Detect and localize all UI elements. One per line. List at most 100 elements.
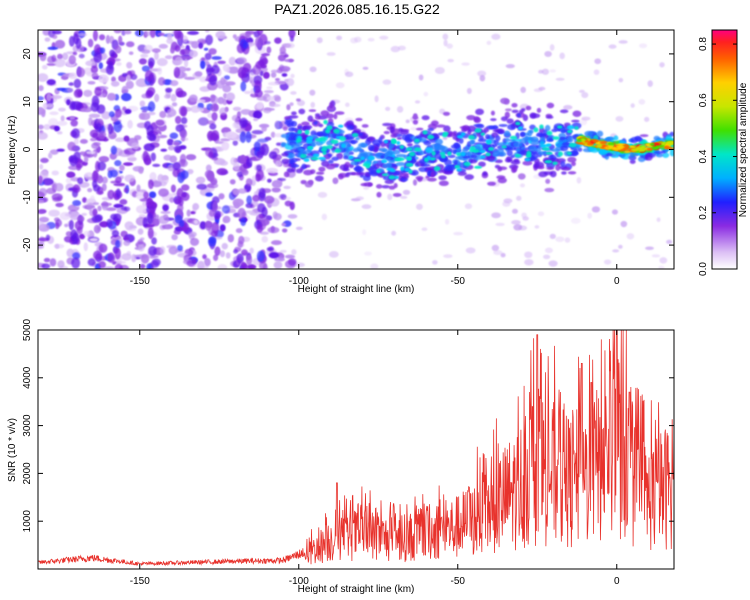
spectrogram-cell: [491, 244, 500, 252]
spectrogram-cell: [78, 53, 85, 59]
spectrogram-cell: [47, 46, 59, 50]
spectrogram-cell: [225, 67, 231, 73]
spectrogram-cell: [495, 222, 505, 227]
spectrogram-cell: [166, 108, 177, 117]
spectrogram-cell: [90, 102, 100, 112]
spectrogram-cell: [38, 132, 48, 140]
spectrogram-cell: [111, 76, 116, 83]
spectrogram-cell: [92, 208, 98, 217]
spectrogram-cell: [59, 211, 71, 221]
spectrogram-cell: [219, 160, 229, 166]
spectrogram-cell: [497, 166, 503, 172]
spectrogram-cell: [286, 104, 291, 111]
spectrogram-cell: [240, 217, 247, 227]
spectrogram-cell: [196, 260, 205, 269]
spectrogram-cell: [629, 150, 635, 158]
spectrogram-cell: [291, 144, 301, 149]
spectrogram-cell: [43, 257, 51, 263]
spectrogram-cell: [375, 184, 383, 189]
spectrogram-cell: [173, 30, 182, 39]
spectrogram-cell: [72, 199, 82, 207]
spectrogram-cell: [242, 41, 249, 49]
spectrogram-cell: [508, 138, 516, 142]
spectrogram-cell: [539, 135, 546, 142]
snr-series-line: [38, 330, 674, 567]
spectrogram-cell: [39, 53, 47, 62]
spectrogram-cell: [215, 30, 226, 39]
spectrogram-x-tick-label: -50: [451, 276, 466, 287]
spectrogram-cell: [618, 77, 624, 83]
spectrogram-cell: [224, 81, 236, 86]
spectrogram-cell: [423, 91, 429, 97]
spectrogram-cell: [151, 258, 161, 267]
spectrogram-cell: [566, 151, 572, 155]
spectrogram-cell: [620, 220, 628, 228]
spectrogram-cell: [442, 132, 448, 138]
spectrogram-cell: [459, 126, 468, 129]
spectrogram-cell: [204, 170, 213, 179]
spectrogram-cell: [368, 165, 378, 173]
spectrogram-cell: [233, 249, 239, 254]
spectrogram-cell: [217, 264, 228, 269]
spectrogram-cell: [274, 37, 282, 44]
spectrogram-cell: [88, 113, 101, 118]
spectrogram-cell: [456, 167, 462, 172]
spectrogram-cell: [174, 56, 184, 66]
spectrogram-cell: [65, 177, 72, 184]
spectrogram-cell: [427, 127, 435, 132]
spectrogram-x-tick-label: -150: [130, 276, 150, 287]
spectrogram-cell: [195, 176, 206, 184]
spectrogram-cell: [41, 263, 51, 269]
spectrogram-cell: [442, 136, 448, 140]
spectrogram-cell: [60, 115, 65, 122]
spectrogram-cell: [487, 181, 496, 186]
spectrogram-cell: [304, 129, 310, 135]
spectrogram-cell: [122, 236, 130, 241]
spectrogram-cell: [146, 212, 154, 225]
spectrogram-cell: [187, 30, 199, 36]
spectrogram-cell: [545, 178, 551, 184]
spectrogram-cell: [113, 203, 124, 209]
spectrogram-cell: [576, 138, 582, 142]
spectrogram-cell: [406, 156, 412, 161]
spectrogram-cell: [62, 52, 69, 61]
spectrogram-cell: [232, 140, 238, 146]
spectrogram-cell: [239, 117, 248, 128]
spectrogram-cell: [434, 138, 443, 146]
spectrogram-cell: [370, 263, 379, 269]
snr-x-tick-label: -150: [130, 576, 150, 587]
spectrogram-cell: [39, 163, 44, 170]
spectrogram-cell: [658, 265, 665, 269]
spectrogram-cell: [477, 70, 487, 77]
spectrogram-cell: [41, 64, 48, 70]
spectrogram-cell: [387, 193, 393, 201]
spectrogram-cell: [141, 49, 151, 54]
spectrogram-cell: [124, 30, 132, 35]
spectrogram-cell: [211, 221, 220, 234]
spectrogram-cell: [384, 179, 395, 185]
spectrogram-cell: [174, 197, 182, 205]
figure-title: PAZ1.2026.085.16.15.G22: [274, 1, 440, 17]
spectrogram-cell: [246, 41, 256, 47]
spectrogram-cell: [416, 203, 423, 210]
spectrogram-cell: [191, 40, 200, 49]
spectrogram-cell: [114, 45, 122, 54]
spectrogram-cell: [517, 173, 526, 180]
spectrogram-cell: [290, 73, 295, 79]
spectrogram-cell: [38, 85, 44, 92]
spectrogram-cell: [414, 147, 422, 152]
spectrogram-cell: [51, 54, 57, 62]
spectrogram-cell: [528, 145, 537, 152]
spectrogram-cell: [99, 221, 109, 228]
spectrogram-cell: [208, 48, 217, 55]
spectrogram-cell: [280, 133, 290, 139]
spectrogram-y-tick-label: -20: [22, 237, 33, 252]
spectrogram-cell: [72, 252, 81, 260]
spectrogram-cell: [173, 142, 181, 146]
spectrogram-x-tick-label: -100: [289, 276, 309, 287]
spectrogram-cell: [131, 142, 140, 150]
spectrogram-cell: [228, 56, 237, 66]
spectrogram-cell: [48, 152, 53, 159]
spectrogram-cell: [110, 80, 120, 87]
spectrogram-cell: [99, 47, 106, 54]
